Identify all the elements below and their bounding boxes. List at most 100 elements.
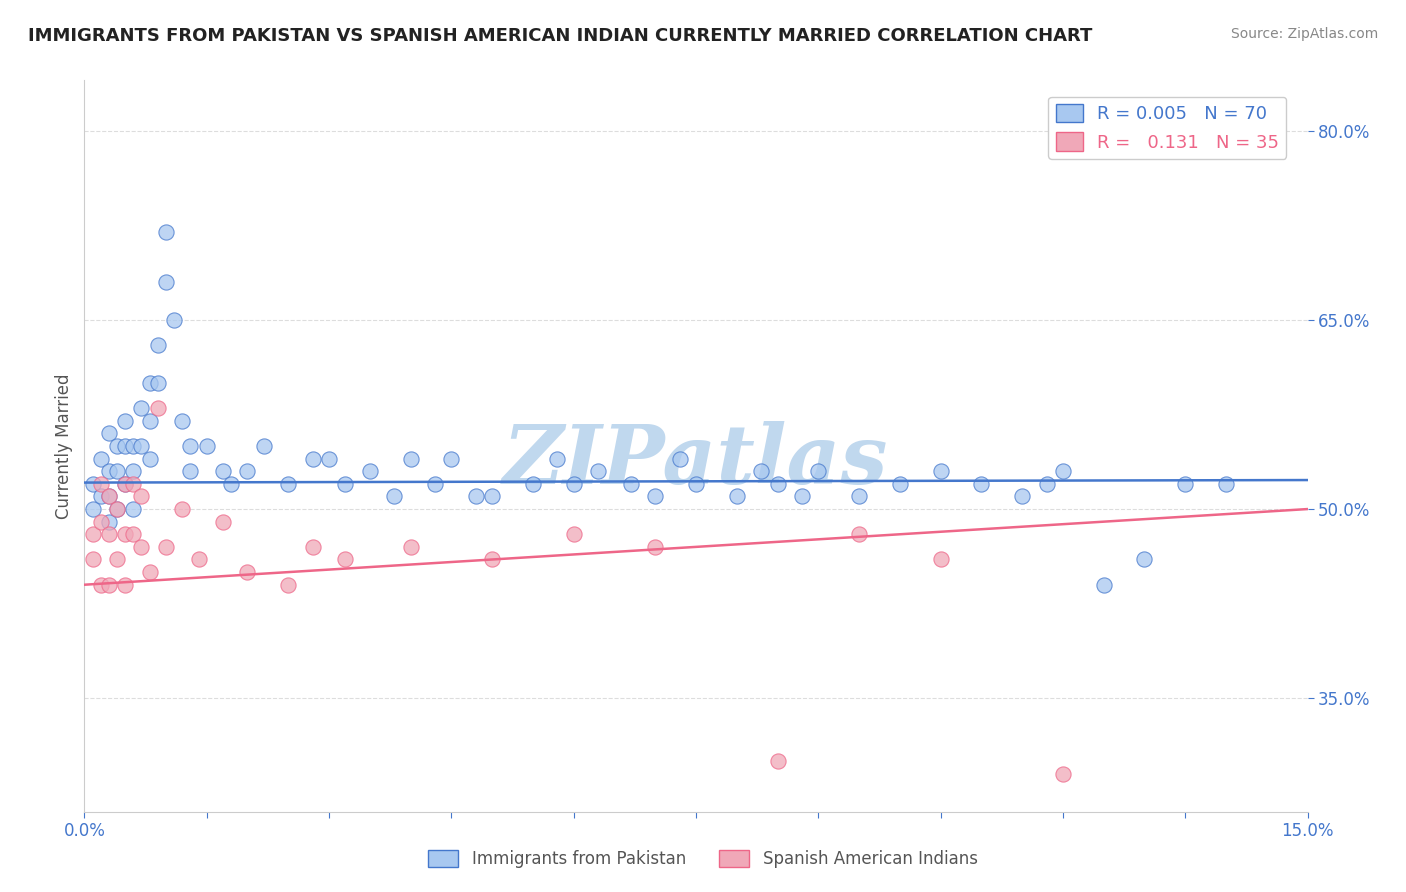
Point	[82, 527, 104, 541]
Point	[90, 578, 112, 592]
Point	[790, 490, 813, 504]
Point	[163, 313, 186, 327]
Point	[105, 502, 128, 516]
Point	[179, 464, 201, 478]
Point	[929, 552, 952, 566]
Point	[929, 464, 952, 478]
Point	[562, 527, 585, 541]
Legend: R = 0.005   N = 70, R =   0.131   N = 35: R = 0.005 N = 70, R = 0.131 N = 35	[1049, 96, 1286, 159]
Point	[146, 338, 169, 352]
Point	[219, 476, 242, 491]
Text: Source: ZipAtlas.com: Source: ZipAtlas.com	[1230, 27, 1378, 41]
Point	[138, 565, 160, 579]
Point	[644, 490, 666, 504]
Point	[97, 490, 120, 504]
Point	[82, 476, 104, 491]
Point	[1052, 464, 1074, 478]
Point	[138, 376, 160, 390]
Point	[131, 401, 153, 416]
Point	[114, 527, 136, 541]
Point	[82, 552, 104, 566]
Point	[318, 451, 340, 466]
Point	[1052, 767, 1074, 781]
Point	[122, 502, 145, 516]
Point	[889, 476, 911, 491]
Point	[725, 490, 748, 504]
Point	[90, 490, 112, 504]
Point	[236, 464, 259, 478]
Point	[359, 464, 381, 478]
Point	[335, 476, 357, 491]
Point	[82, 502, 104, 516]
Point	[586, 464, 609, 478]
Legend: Immigrants from Pakistan, Spanish American Indians: Immigrants from Pakistan, Spanish Americ…	[422, 843, 984, 875]
Point	[1035, 476, 1057, 491]
Point	[848, 490, 870, 504]
Text: ZIPatlas: ZIPatlas	[503, 421, 889, 500]
Point	[301, 540, 323, 554]
Point	[1133, 552, 1156, 566]
Point	[440, 451, 463, 466]
Point	[172, 502, 194, 516]
Point	[668, 451, 690, 466]
Point	[685, 476, 707, 491]
Point	[155, 540, 177, 554]
Point	[114, 476, 136, 491]
Point	[122, 527, 145, 541]
Point	[90, 451, 112, 466]
Point	[155, 225, 177, 239]
Point	[277, 476, 299, 491]
Point	[97, 464, 120, 478]
Point	[253, 439, 276, 453]
Text: IMMIGRANTS FROM PAKISTAN VS SPANISH AMERICAN INDIAN CURRENTLY MARRIED CORRELATIO: IMMIGRANTS FROM PAKISTAN VS SPANISH AMER…	[28, 27, 1092, 45]
Point	[105, 464, 128, 478]
Point	[179, 439, 201, 453]
Point	[131, 540, 153, 554]
Point	[195, 439, 218, 453]
Point	[236, 565, 259, 579]
Point	[399, 451, 422, 466]
Point	[1092, 578, 1115, 592]
Point	[90, 515, 112, 529]
Point	[212, 464, 235, 478]
Point	[766, 476, 789, 491]
Point	[114, 476, 136, 491]
Point	[399, 540, 422, 554]
Point	[105, 439, 128, 453]
Point	[970, 476, 993, 491]
Point	[138, 451, 160, 466]
Point	[131, 490, 153, 504]
Point	[90, 476, 112, 491]
Point	[848, 527, 870, 541]
Point	[114, 439, 136, 453]
Point	[335, 552, 357, 566]
Point	[423, 476, 446, 491]
Point	[807, 464, 830, 478]
Point	[105, 502, 128, 516]
Point	[97, 490, 120, 504]
Point	[301, 451, 323, 466]
Y-axis label: Currently Married: Currently Married	[55, 373, 73, 519]
Point	[97, 515, 120, 529]
Point	[122, 464, 145, 478]
Point	[546, 451, 568, 466]
Point	[97, 527, 120, 541]
Point	[114, 578, 136, 592]
Point	[138, 414, 160, 428]
Point	[382, 490, 405, 504]
Point	[481, 552, 503, 566]
Point	[562, 476, 585, 491]
Point	[749, 464, 772, 478]
Point	[766, 754, 789, 768]
Point	[1215, 476, 1237, 491]
Point	[114, 414, 136, 428]
Point	[1011, 490, 1033, 504]
Point	[212, 515, 235, 529]
Point	[155, 275, 177, 289]
Point	[146, 401, 169, 416]
Point	[481, 490, 503, 504]
Point	[122, 439, 145, 453]
Point	[277, 578, 299, 592]
Point	[187, 552, 209, 566]
Point	[131, 439, 153, 453]
